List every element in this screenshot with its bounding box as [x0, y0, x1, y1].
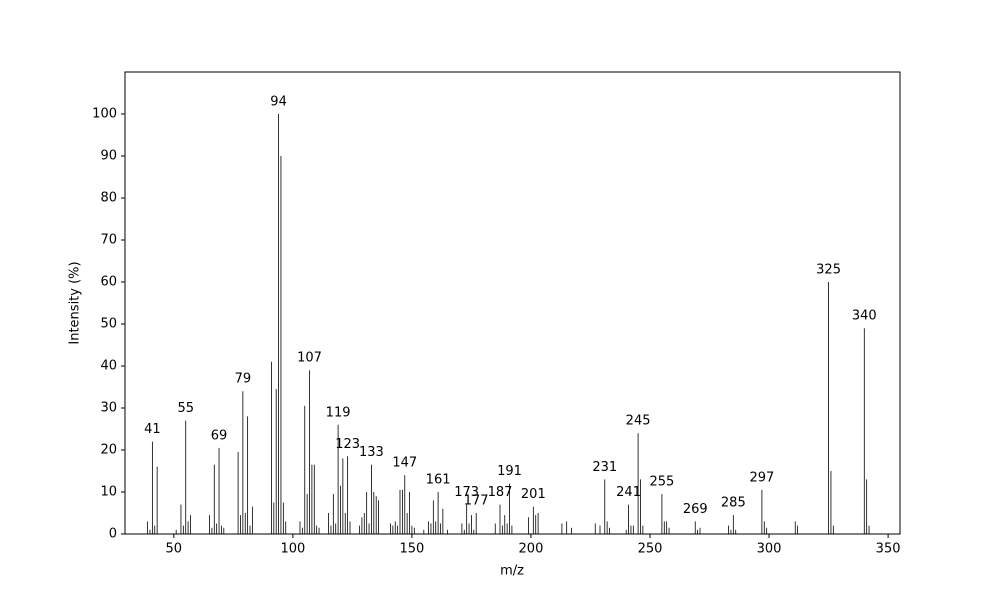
y-tick-label: 10 — [100, 485, 117, 500]
x-tick-label: 250 — [638, 542, 663, 557]
peak-label: 241 — [616, 485, 641, 500]
peak-label: 177 — [464, 494, 489, 509]
peak-label: 187 — [488, 485, 513, 500]
x-axis-label: m/z — [500, 564, 524, 579]
x-tick-label: 100 — [280, 542, 305, 557]
x-tick-label: 150 — [399, 542, 424, 557]
peak-label: 123 — [335, 437, 360, 452]
peak-label: 340 — [852, 309, 877, 324]
x-tick-label: 200 — [519, 542, 544, 557]
peak-label: 297 — [749, 470, 774, 485]
y-tick-label: 60 — [100, 275, 117, 290]
peak-label: 269 — [683, 502, 708, 517]
y-tick-label: 80 — [100, 191, 117, 206]
peak-label: 107 — [297, 351, 322, 366]
peak-label: 161 — [426, 473, 451, 488]
y-tick-label: 30 — [100, 401, 117, 416]
peak-label: 231 — [592, 460, 617, 475]
y-tick-label: 0 — [109, 527, 117, 542]
peak-label: 285 — [721, 496, 746, 511]
peak-label: 245 — [626, 414, 651, 429]
peak-label: 173 — [454, 485, 479, 500]
y-tick-label: 50 — [100, 317, 117, 332]
peak-label: 201 — [521, 487, 546, 502]
peak-label: 191 — [497, 464, 522, 479]
peak-label: 41 — [144, 422, 161, 437]
x-tick-label: 350 — [876, 542, 901, 557]
plot-frame — [124, 71, 901, 535]
peak-label: 119 — [326, 405, 351, 420]
x-tick-label: 300 — [757, 542, 782, 557]
x-tick-label: 50 — [166, 542, 183, 557]
y-tick-label: 20 — [100, 443, 117, 458]
peak-label: 69 — [211, 428, 228, 443]
y-tick-label: 40 — [100, 359, 117, 374]
peak-label: 255 — [649, 475, 674, 490]
peak-label: 55 — [177, 401, 194, 416]
peak-label: 147 — [392, 456, 417, 471]
peak-label: 94 — [270, 95, 287, 110]
y-axis-label: Intensity (%) — [68, 261, 83, 344]
peak-label: 325 — [816, 263, 841, 278]
y-tick-label: 100 — [92, 107, 117, 122]
peak-label: 79 — [235, 372, 252, 387]
peak-label: 133 — [359, 445, 384, 460]
y-tick-label: 70 — [100, 233, 117, 248]
y-tick-label: 90 — [100, 149, 117, 164]
